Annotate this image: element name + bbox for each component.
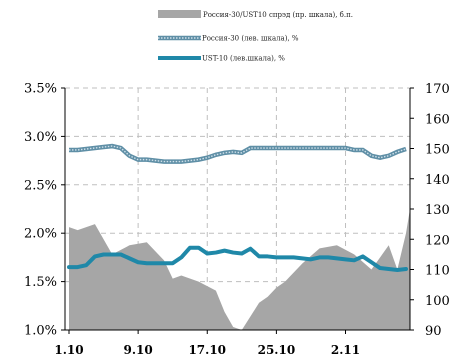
series-area [69, 209, 410, 330]
y-right-tick-label: 140 [425, 173, 450, 188]
y-right-tick-label: 120 [425, 233, 450, 248]
y-right-tick-label: 160 [425, 112, 450, 127]
y-left-tick-label: 2.5% [24, 178, 57, 193]
y-right-tick-label: 150 [425, 143, 450, 158]
y-left-tick-label: 3.5% [24, 82, 57, 97]
legend: Россия-30/UST10 спрэд (пр. шкала), б.п. Р… [158, 10, 353, 63]
axes [61, 87, 414, 334]
y-right-tick-label: 90 [425, 324, 442, 339]
y-left-tick-label: 3.0% [24, 130, 57, 145]
x-tick-label: 17.10 [188, 343, 226, 357]
x-tick-label: 1.10 [54, 343, 83, 357]
y-right-tick-label: 100 [425, 294, 450, 309]
x-tick-label: 25.10 [258, 343, 296, 357]
y-left-tick-label: 1.0% [24, 324, 57, 339]
legend-label-russia30: Россия-30 (лев. шкала), % [202, 35, 299, 43]
y-right-tick-label: 110 [425, 264, 450, 279]
legend-swatch-spread [158, 10, 201, 18]
y-right-tick-label: 130 [425, 203, 450, 218]
legend-label-ust10: UST-10 (лев.шкала), % [202, 55, 285, 63]
y-left-tick-label: 2.0% [24, 227, 57, 242]
y-left-tick-label: 1.5% [24, 275, 57, 290]
legend-label-spread: Россия-30/UST10 спрэд (пр. шкала), б.п. [203, 11, 353, 19]
x-tick-label: 2.11 [331, 343, 360, 357]
series-lines [67, 143, 408, 272]
series-line-russia30-texture [69, 145, 407, 163]
x-tick-label: 9.10 [124, 343, 153, 357]
series-area-spread [69, 209, 410, 330]
tick-labels: 1.0% 1.5% 2.0% 2.5% 3.0% 3.5% 90 100 110 120 130 14… [24, 82, 450, 358]
series-line-ust10 [67, 245, 408, 272]
y-right-tick-label: 170 [425, 82, 450, 97]
